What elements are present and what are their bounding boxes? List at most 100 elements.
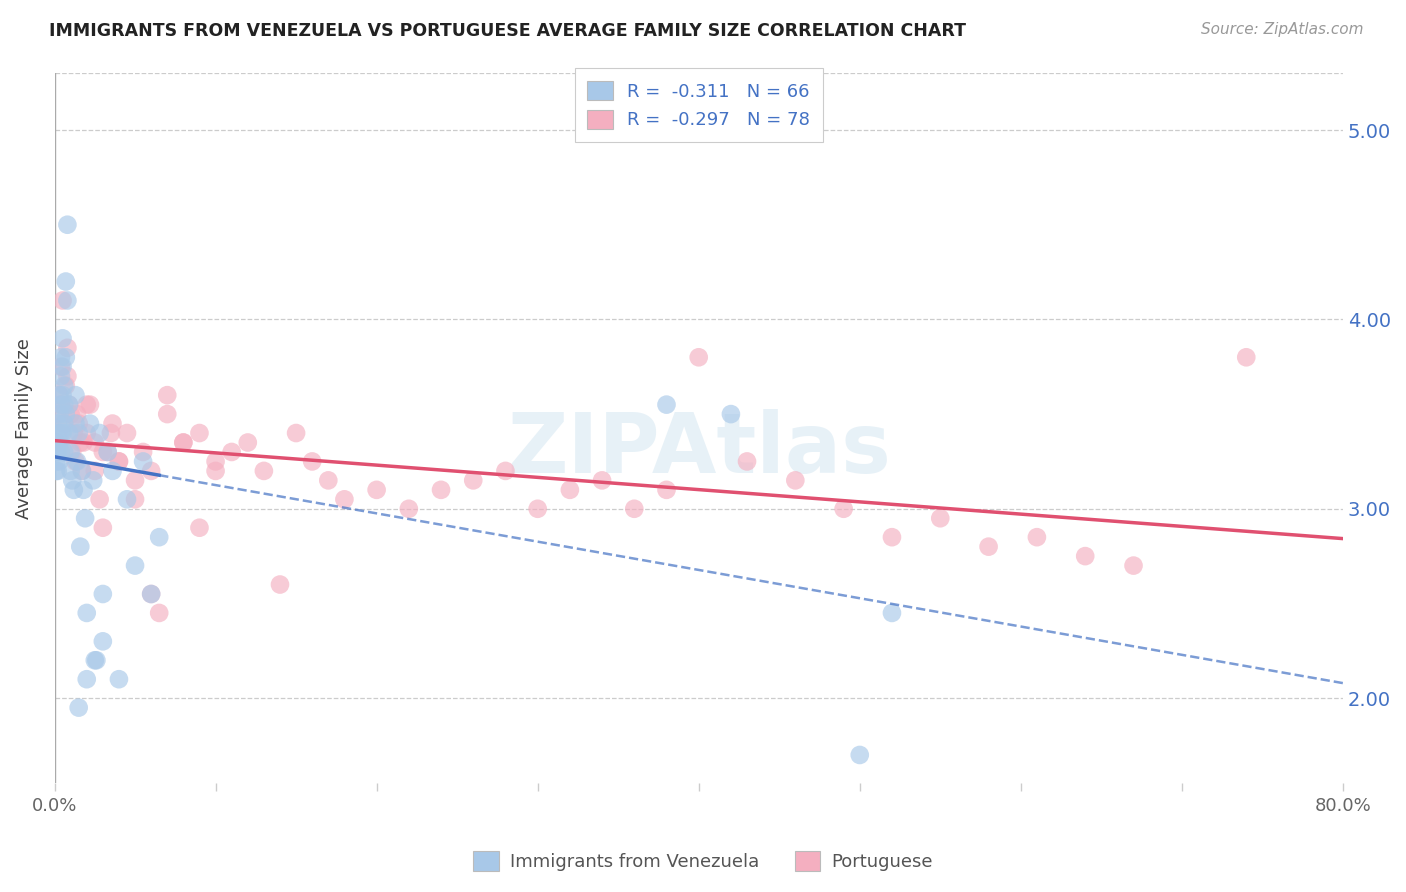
Point — [526, 501, 548, 516]
Text: Source: ZipAtlas.com: Source: ZipAtlas.com — [1201, 22, 1364, 37]
Point — [69, 435, 91, 450]
Point — [52, 425, 75, 440]
Point — [56, 293, 79, 308]
Point — [141, 587, 163, 601]
Point — [49, 425, 72, 440]
Point — [108, 454, 131, 468]
Point — [236, 435, 259, 450]
Point — [83, 464, 105, 478]
Point — [785, 474, 807, 488]
Point — [56, 218, 79, 232]
Point — [285, 425, 308, 440]
Point — [46, 445, 69, 459]
Point — [430, 483, 453, 497]
Point — [141, 464, 163, 478]
Point — [76, 672, 98, 686]
Point — [46, 417, 69, 431]
Point — [172, 435, 194, 450]
Point — [52, 359, 75, 374]
Point — [52, 388, 75, 402]
Point — [72, 435, 94, 450]
Point — [75, 511, 97, 525]
Point — [204, 464, 226, 478]
Point — [60, 445, 83, 459]
Point — [880, 606, 903, 620]
Point — [60, 474, 83, 488]
Y-axis label: Average Family Size: Average Family Size — [15, 338, 32, 519]
Point — [463, 474, 485, 488]
Point — [79, 398, 101, 412]
Point — [269, 577, 291, 591]
Point — [52, 293, 75, 308]
Point — [65, 454, 87, 468]
Point — [366, 483, 388, 497]
Point — [55, 378, 77, 392]
Point — [1074, 549, 1097, 563]
Point — [53, 398, 76, 412]
Point — [848, 747, 870, 762]
Point — [188, 425, 211, 440]
Point — [76, 425, 98, 440]
Point — [59, 445, 82, 459]
Point — [655, 483, 678, 497]
Point — [66, 407, 89, 421]
Point — [46, 464, 69, 478]
Point — [115, 425, 138, 440]
Point — [53, 378, 76, 392]
Point — [124, 492, 146, 507]
Point — [48, 435, 70, 450]
Text: ZIPAtlas: ZIPAtlas — [506, 409, 890, 490]
Point — [66, 454, 89, 468]
Point — [46, 425, 69, 440]
Point — [67, 700, 90, 714]
Legend: R =  -0.311   N = 66, R =  -0.297   N = 78: R = -0.311 N = 66, R = -0.297 N = 78 — [575, 68, 823, 142]
Point — [89, 492, 111, 507]
Point — [929, 511, 952, 525]
Point — [720, 407, 742, 421]
Point — [48, 425, 70, 440]
Point — [70, 464, 93, 478]
Point — [1122, 558, 1144, 573]
Point — [49, 351, 72, 365]
Point — [148, 606, 170, 620]
Point — [333, 492, 356, 507]
Point — [45, 445, 67, 459]
Point — [101, 464, 124, 478]
Point — [49, 398, 72, 412]
Point — [221, 445, 243, 459]
Point — [45, 454, 67, 468]
Point — [76, 606, 98, 620]
Point — [83, 435, 105, 450]
Point — [65, 388, 87, 402]
Point — [91, 521, 114, 535]
Point — [253, 464, 276, 478]
Point — [1234, 351, 1257, 365]
Point — [70, 464, 93, 478]
Point — [45, 435, 67, 450]
Point — [91, 445, 114, 459]
Point — [655, 398, 678, 412]
Point — [48, 407, 70, 421]
Text: IMMIGRANTS FROM VENEZUELA VS PORTUGUESE AVERAGE FAMILY SIZE CORRELATION CHART: IMMIGRANTS FROM VENEZUELA VS PORTUGUESE … — [49, 22, 966, 40]
Point — [101, 417, 124, 431]
Point — [49, 445, 72, 459]
Point — [48, 388, 70, 402]
Point — [49, 398, 72, 412]
Point — [132, 454, 155, 468]
Point — [58, 425, 80, 440]
Point — [91, 634, 114, 648]
Point — [91, 587, 114, 601]
Point — [46, 435, 69, 450]
Point — [132, 445, 155, 459]
Point — [82, 474, 104, 488]
Point — [301, 454, 323, 468]
Point — [100, 425, 122, 440]
Point — [832, 501, 855, 516]
Point — [115, 492, 138, 507]
Point — [141, 587, 163, 601]
Point — [55, 351, 77, 365]
Point — [55, 407, 77, 421]
Point — [52, 331, 75, 345]
Point — [56, 341, 79, 355]
Point — [204, 454, 226, 468]
